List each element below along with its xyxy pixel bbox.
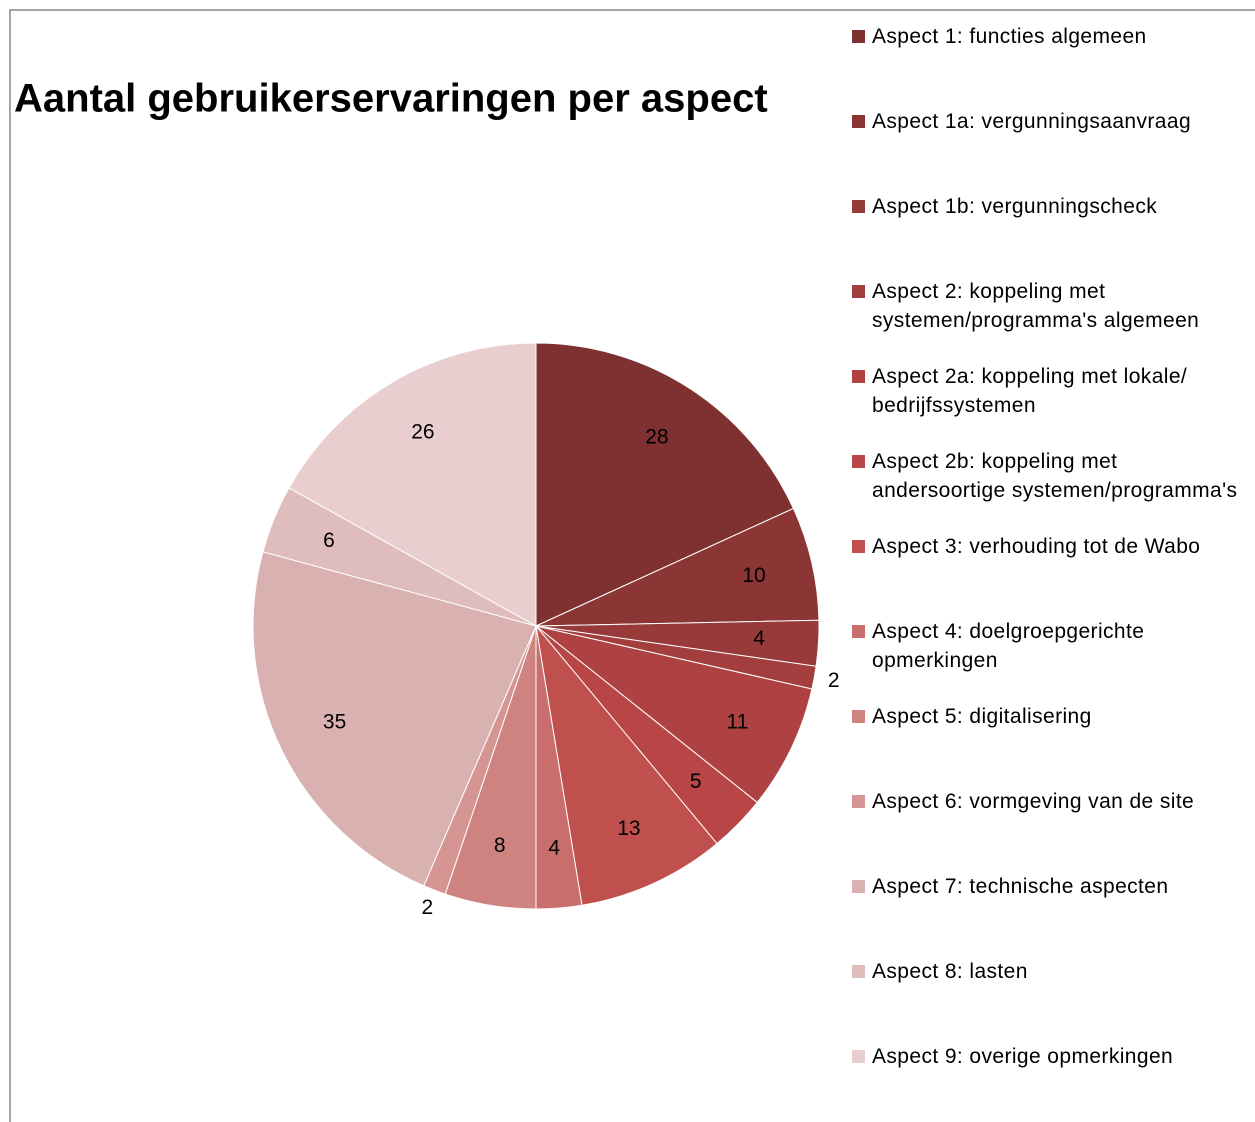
data-label: 4	[548, 836, 560, 859]
pie-slice	[535, 625, 813, 804]
legend-swatch	[852, 455, 865, 468]
legend-item: Aspect 1: functies algemeen	[852, 22, 1247, 51]
pie-slice	[535, 342, 795, 627]
pie-slice	[535, 507, 820, 627]
legend-label: Aspect 2: koppeling met systemen/program…	[872, 280, 1200, 332]
legend-swatch	[852, 965, 865, 978]
legend-swatch	[852, 200, 865, 213]
data-label: 28	[645, 425, 668, 448]
legend-item: Aspect 9: overige opmerkingen	[852, 1042, 1247, 1071]
legend-swatch	[852, 370, 865, 383]
legend-swatch	[852, 540, 865, 553]
legend-label: Aspect 2a: koppeling met lokale/ bedrijf…	[872, 365, 1188, 417]
data-label: 10	[742, 564, 765, 587]
legend-swatch	[852, 880, 865, 893]
legend-label: Aspect 6: vormgeving van de site	[872, 790, 1195, 813]
legend-label: Aspect 3: verhouding tot de Wabo	[872, 535, 1201, 558]
legend-item: Aspect 3: verhouding tot de Wabo	[852, 532, 1247, 561]
legend-item: Aspect 6: vormgeving van de site	[852, 787, 1247, 816]
legend-swatch	[852, 1050, 865, 1063]
legend-item: Aspect 7: technische aspecten	[852, 872, 1247, 901]
legend-item: Aspect 5: digitalisering	[852, 702, 1247, 731]
legend-swatch	[852, 625, 865, 638]
legend-item: Aspect 1b: vergunningscheck	[852, 192, 1247, 221]
data-label: 6	[323, 529, 335, 552]
legend-item: Aspect 4: doelgroepgerichte opmerkingen	[852, 617, 1247, 675]
legend-item: Aspect 2a: koppeling met lokale/ bedrijf…	[852, 362, 1247, 420]
data-label: 2	[421, 896, 433, 919]
pie-slice	[252, 551, 537, 887]
legend-item: Aspect 8: lasten	[852, 957, 1247, 986]
legend-label: Aspect 1a: vergunningsaanvraag	[872, 110, 1192, 133]
data-label: 8	[494, 834, 506, 857]
legend-swatch	[852, 115, 865, 128]
legend-swatch	[852, 710, 865, 723]
data-label: 5	[690, 770, 702, 793]
pie-slice	[535, 624, 718, 906]
chart-border	[9, 9, 1255, 1122]
legend-item: Aspect 1a: vergunningsaanvraag	[852, 107, 1247, 136]
legend-label: Aspect 9: overige opmerkingen	[872, 1045, 1174, 1068]
legend-item: Aspect 2: koppeling met systemen/program…	[852, 277, 1247, 335]
data-label: 26	[411, 421, 434, 444]
data-label: 11	[727, 711, 749, 734]
data-label: 2	[828, 669, 840, 692]
legend-label: Aspect 1: functies algemeen	[872, 25, 1147, 48]
legend-label: Aspect 4: doelgroepgerichte opmerkingen	[872, 620, 1145, 672]
legend-label: Aspect 7: technische aspecten	[872, 875, 1169, 898]
legend-label: Aspect 8: lasten	[872, 960, 1028, 983]
data-label: 4	[753, 627, 765, 650]
data-label: 35	[323, 711, 346, 734]
legend-swatch	[852, 795, 865, 808]
legend-swatch	[852, 285, 865, 298]
pie-slice	[288, 342, 537, 627]
data-label: 13	[617, 817, 640, 840]
legend-label: Aspect 2b: koppeling met andersoortige s…	[872, 450, 1238, 502]
legend-swatch	[852, 30, 865, 43]
legend-label: Aspect 1b: vergunningscheck	[872, 195, 1158, 218]
legend-item: Aspect 2b: koppeling met andersoortige s…	[852, 447, 1247, 505]
chart-title: Aantal gebruikerservaringen per aspect	[14, 77, 768, 121]
legend-label: Aspect 5: digitalisering	[872, 705, 1092, 728]
